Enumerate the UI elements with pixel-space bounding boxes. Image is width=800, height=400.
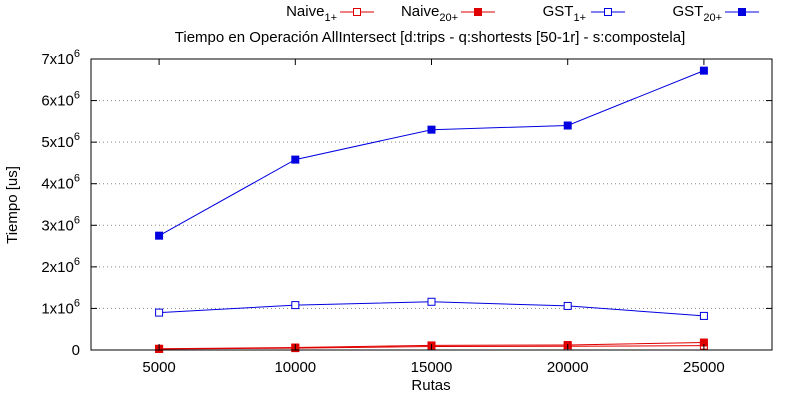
legend-label-base: Naive: [401, 3, 439, 20]
y-tick-exponent: 6: [74, 214, 80, 226]
data-point: [291, 155, 300, 164]
series-gst-1plus: [155, 297, 708, 320]
data-point: [155, 308, 164, 317]
legend-label-base: Naive: [286, 3, 324, 20]
y-tick-base: 1x10: [41, 300, 74, 317]
x-tick-label: 20000: [547, 359, 589, 376]
y-tick-label: 6x106: [41, 90, 80, 110]
y-tick-base: 4x10: [41, 176, 74, 193]
legend-entry: GST20+: [672, 3, 759, 24]
legend-label: GST20+: [672, 3, 722, 24]
series-gst-20plus: [155, 66, 708, 240]
x-axis-label: Rutas: [411, 377, 450, 394]
x-tick-label: 25000: [683, 359, 725, 376]
x-tick-label: 10000: [274, 359, 316, 376]
chart-title: Tiempo en Operación AllIntersect [d:trip…: [175, 29, 686, 46]
legend-label: GST1+: [543, 3, 586, 24]
y-tick-exponent: 6: [74, 256, 80, 268]
data-point: [563, 121, 572, 130]
legend-entry: Naive20+: [401, 3, 495, 24]
y-tick-exponent: 6: [74, 90, 80, 102]
legend-label-subscript: 1+: [573, 12, 586, 24]
y-tick-label: 5x106: [41, 131, 80, 151]
data-point: [427, 125, 436, 134]
legend-label-subscript: 20+: [439, 12, 458, 24]
y-tick-base: 5x10: [41, 134, 74, 151]
y-tick-label: 4x106: [41, 173, 80, 193]
y-axis-label: Tiempo [us]: [4, 166, 21, 244]
series-layer: [155, 66, 708, 353]
data-point: [155, 231, 164, 240]
legend-entry: Naive1+: [286, 3, 374, 24]
data-point: [699, 311, 708, 320]
data-point: [427, 297, 436, 306]
plot-frame: [90, 58, 773, 351]
y-tick-base: 6x10: [41, 93, 74, 110]
y-tick-label: 2x106: [41, 256, 80, 276]
y-tick-exponent: 6: [74, 131, 80, 143]
y-tick-label: 1x106: [41, 297, 80, 317]
legend-label-base: GST: [543, 3, 574, 20]
legend-entry: GST1+: [543, 3, 625, 24]
legend-label-subscript: 1+: [324, 12, 337, 24]
y-tick-exponent: 6: [74, 297, 80, 309]
data-point: [563, 301, 572, 310]
series-line: [158, 70, 705, 237]
legend-marker: [353, 8, 361, 16]
legend-label: Naive1+: [286, 3, 337, 24]
x-tick-label: 5000: [142, 359, 175, 376]
y-tick-exponent: 6: [74, 48, 80, 60]
y-tick-exponent: 6: [74, 173, 80, 185]
legend: Naive1+ Naive20+ GST1+ GST20+: [286, 3, 759, 24]
legend-label: Naive20+: [401, 3, 458, 24]
x-tick-label: 15000: [411, 359, 453, 376]
y-tick-label: 7x106: [41, 48, 80, 68]
y-tick-base: 7x10: [41, 51, 74, 68]
data-point: [699, 66, 708, 75]
y-tick-base: 3x10: [41, 217, 74, 234]
y-tick-label: 0: [72, 342, 80, 359]
y-tick-label: 3x106: [41, 214, 80, 234]
y-tick-base: 0: [72, 342, 80, 359]
data-point: [291, 301, 300, 310]
legend-marker: [738, 8, 746, 16]
legend-marker: [474, 8, 482, 16]
grid: [91, 100, 772, 309]
legend-label-subscript: 20+: [703, 12, 722, 24]
ticks: 01x1062x1063x1064x1065x1066x1067x1065000…: [41, 48, 772, 376]
y-tick-base: 2x10: [41, 259, 74, 276]
legend-label-base: GST: [672, 3, 703, 20]
legend-marker: [604, 8, 612, 16]
